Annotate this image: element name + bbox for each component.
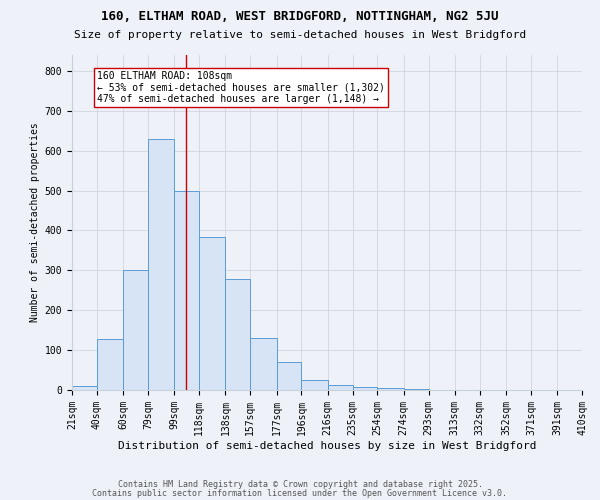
Bar xyxy=(353,387,377,390)
Text: 160 ELTHAM ROAD: 108sqm
← 53% of semi-detached houses are smaller (1,302)
47% of: 160 ELTHAM ROAD: 108sqm ← 53% of semi-de… xyxy=(97,71,385,104)
Text: Contains public sector information licensed under the Open Government Licence v3: Contains public sector information licen… xyxy=(92,488,508,498)
Bar xyxy=(404,389,428,390)
Y-axis label: Number of semi-detached properties: Number of semi-detached properties xyxy=(31,122,40,322)
Bar xyxy=(328,385,353,390)
X-axis label: Distribution of semi-detached houses by size in West Bridgford: Distribution of semi-detached houses by … xyxy=(118,440,536,450)
Bar xyxy=(148,138,174,390)
Bar xyxy=(301,380,328,390)
Bar xyxy=(377,388,404,390)
Bar xyxy=(277,362,301,390)
Bar xyxy=(226,279,250,390)
Bar xyxy=(97,339,123,390)
Bar xyxy=(199,238,226,390)
Bar xyxy=(123,270,148,390)
Bar xyxy=(72,386,97,390)
Bar xyxy=(174,190,199,390)
Text: 160, ELTHAM ROAD, WEST BRIDGFORD, NOTTINGHAM, NG2 5JU: 160, ELTHAM ROAD, WEST BRIDGFORD, NOTTIN… xyxy=(101,10,499,23)
Text: Size of property relative to semi-detached houses in West Bridgford: Size of property relative to semi-detach… xyxy=(74,30,526,40)
Text: Contains HM Land Registry data © Crown copyright and database right 2025.: Contains HM Land Registry data © Crown c… xyxy=(118,480,482,489)
Bar xyxy=(250,338,277,390)
